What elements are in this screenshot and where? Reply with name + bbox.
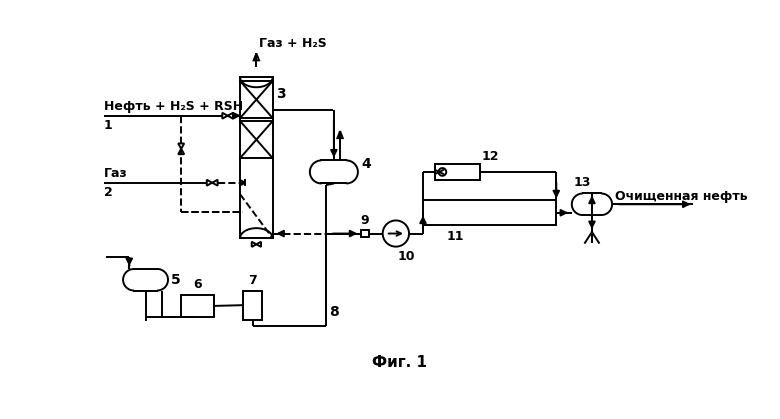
Text: 3: 3 xyxy=(276,87,285,101)
Bar xyxy=(181,295,214,317)
Text: 1: 1 xyxy=(104,119,112,132)
Text: 2: 2 xyxy=(104,186,112,199)
Circle shape xyxy=(383,220,409,247)
Text: Газ + H₂S: Газ + H₂S xyxy=(260,37,328,50)
Bar xyxy=(423,200,556,225)
Text: Фиг. 1: Фиг. 1 xyxy=(372,354,427,370)
Text: 11: 11 xyxy=(446,230,464,243)
Text: 10: 10 xyxy=(398,251,415,264)
Text: 8: 8 xyxy=(329,305,339,319)
Text: 13: 13 xyxy=(573,176,590,189)
Bar xyxy=(361,230,369,238)
Text: 4: 4 xyxy=(361,157,370,171)
Text: 5: 5 xyxy=(171,273,181,287)
Text: 9: 9 xyxy=(360,214,369,227)
Text: Газ: Газ xyxy=(104,168,127,181)
Text: Очищенная нефть: Очищенная нефть xyxy=(615,190,748,203)
Text: 7: 7 xyxy=(248,274,257,287)
Text: 6: 6 xyxy=(193,278,202,291)
Text: Нефть + H₂S + RSH: Нефть + H₂S + RSH xyxy=(104,101,243,114)
Bar xyxy=(434,164,480,180)
Text: 12: 12 xyxy=(481,150,498,163)
Bar xyxy=(243,290,262,320)
